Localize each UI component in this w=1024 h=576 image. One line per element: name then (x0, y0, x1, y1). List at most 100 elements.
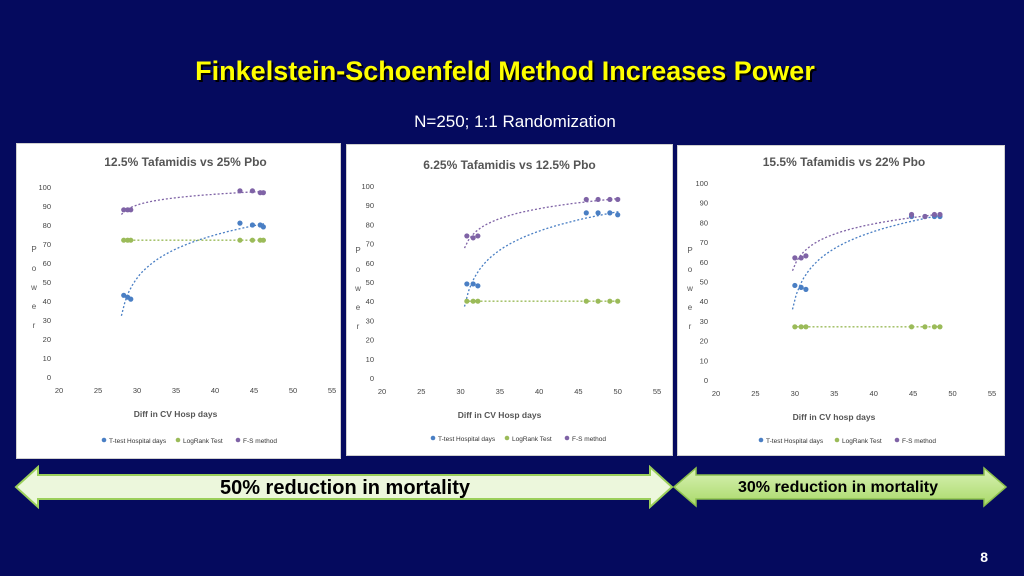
data-point-logrank (615, 298, 621, 304)
legend-marker (235, 437, 241, 443)
banner-left-label: 50% reduction in mortality (219, 477, 471, 499)
y-tick-label: 0 (704, 376, 708, 385)
x-tick-label: 30 (791, 389, 799, 398)
data-point-logrank (121, 237, 127, 243)
y-tick-label: 0 (47, 373, 51, 382)
chart-2: 6.25% Tafamidis vs 12.5% Pbo 0 10 20 30 40 50 6… (354, 158, 661, 443)
data-point-fs-method (792, 255, 798, 261)
data-point-t-test (607, 210, 613, 216)
chart-title: 15.5% Tafamidis vs 22% Pbo (763, 155, 926, 169)
data-point-t-test (792, 282, 798, 289)
data-point-fs-method (595, 196, 601, 203)
x-tick-label: 25 (417, 387, 425, 396)
x-tick-label: 40 (211, 386, 219, 395)
data-point-t-test (803, 286, 809, 292)
chart-title: 12.5% Tafamidis vs 25% Pbo (104, 155, 267, 169)
banner-right-label: 30% reduction in mortality (737, 479, 939, 496)
x-tick-label: 20 (378, 387, 386, 396)
x-tick-label: 45 (574, 387, 582, 396)
legend-marker (758, 437, 764, 443)
legend-label: LogRank Test (183, 438, 223, 445)
trendline-t-test (791, 214, 943, 310)
chart-panel-1: 12.5% Tafamidis vs 25% Pbo 0 10 20 30 40 50 60 7… (16, 143, 341, 459)
data-point-logrank (792, 324, 798, 330)
legend-marker (564, 435, 570, 441)
x-tick-label: 35 (496, 387, 504, 396)
x-tick-label: 40 (870, 389, 878, 398)
trendline-t-test (463, 210, 621, 307)
data-point-t-test (798, 284, 804, 291)
y-tick-label: 10 (700, 356, 708, 365)
data-point-logrank (583, 298, 589, 304)
data-point-logrank (607, 298, 613, 304)
chart-panel-2: 6.25% Tafamidis vs 12.5% Pbo 0 10 20 30 40 50 6… (346, 144, 673, 456)
y-tick-label: 80 (43, 221, 51, 230)
y-tick-label: 70 (366, 240, 374, 249)
data-point-fs-method (128, 207, 134, 213)
data-point-logrank (922, 324, 928, 330)
trendline-fs-method (463, 197, 621, 249)
data-point-logrank (128, 237, 134, 243)
y-tick-label: 40 (700, 297, 708, 306)
data-point-fs-method (922, 213, 928, 220)
x-tick-label: 35 (830, 389, 838, 398)
x-tick-label: 20 (55, 386, 63, 395)
y-tick-label: 0 (370, 374, 374, 383)
y-tick-label: 90 (43, 202, 51, 211)
data-point-fs-method (908, 211, 915, 218)
y-tick-label: 20 (700, 337, 708, 346)
chart-panel-3: 15.5% Tafamidis vs 22% Pbo 0 10 20 30 40 50 60 7… (677, 145, 1005, 456)
data-point-fs-method (803, 253, 809, 259)
y-tick-label: 60 (366, 259, 374, 268)
data-point-t-test (128, 296, 134, 302)
y-tick-label: 100 (361, 182, 374, 191)
y-tick-label: 40 (43, 297, 51, 306)
data-point-logrank (464, 298, 470, 304)
data-point-fs-method (464, 233, 470, 239)
x-tick-label: 45 (909, 389, 917, 398)
data-point-logrank (595, 298, 601, 304)
y-tick-label: 50 (43, 278, 51, 287)
banner-30-percent (672, 466, 1008, 508)
y-tick-label: 70 (43, 240, 51, 249)
data-point-fs-method (583, 196, 589, 203)
trendline-fs-method (120, 190, 266, 215)
slide-title: Finkelstein-Schoenfeld Method Increases … (195, 56, 815, 86)
page-number: 8 (980, 549, 988, 565)
data-point-t-test (464, 281, 470, 287)
data-point-fs-method (237, 188, 243, 194)
data-point-logrank (470, 298, 476, 304)
legend-label: F-S method (902, 438, 936, 445)
data-point-fs-method (249, 188, 256, 194)
legend-marker (101, 437, 107, 443)
x-tick-label: 25 (94, 386, 102, 395)
y-tick-label: 60 (43, 259, 51, 268)
x-axis-label: Diff in CV Hosp days (458, 410, 542, 420)
legend-label: F-S method (243, 438, 277, 445)
data-point-t-test (475, 283, 481, 289)
data-point-t-test (249, 222, 256, 228)
y-tick-label: 20 (366, 336, 374, 345)
legend-marker (175, 437, 181, 443)
y-tick-label: 100 (695, 179, 708, 188)
legend-marker (894, 437, 900, 443)
data-point-t-test (470, 281, 476, 287)
data-point-logrank (908, 324, 915, 330)
y-tick-label: 100 (38, 183, 51, 192)
data-point-logrank (260, 237, 266, 243)
y-tick-label: 30 (366, 316, 374, 325)
data-point-logrank (237, 237, 243, 243)
y-tick-label: 70 (700, 238, 708, 247)
x-axis-label: Diff in CV Hosp days (134, 409, 218, 419)
y-tick-label: 60 (700, 258, 708, 267)
data-point-t-test (260, 224, 266, 230)
x-tick-label: 50 (289, 386, 297, 395)
chart-title: 6.25% Tafamidis vs 12.5% Pbo (423, 158, 596, 172)
y-tick-label: 80 (700, 218, 708, 227)
y-tick-label: 10 (43, 354, 51, 363)
legend-label: LogRank Test (512, 436, 552, 443)
slide-subtitle: N=250; 1:1 Randomization (414, 112, 616, 131)
